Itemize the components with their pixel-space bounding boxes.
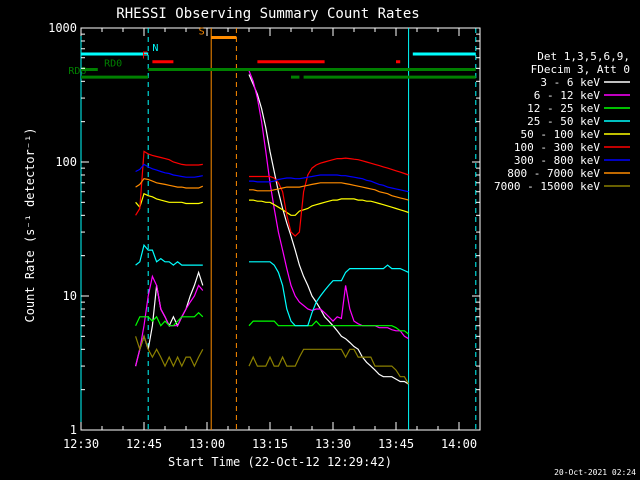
status-bar-label: RD0 [104,59,122,70]
x-tick-label: 13:00 [189,437,225,451]
status-bar-label: N [152,43,158,54]
legend: Det 1,3,5,6,9,FDecim 3, Att 03 - 6 keV6 … [494,50,630,193]
x-tick-label: 13:15 [252,437,288,451]
series-line [135,243,203,266]
series-line [135,311,204,327]
plot-area: N S F RD0 RD6 [68,26,481,431]
x-tick-label: 13:30 [315,437,351,451]
timestamp: 20-Oct-2021 02:24 [554,468,636,477]
y-tick-label: 1000 [48,21,77,35]
series-line [135,192,203,209]
y-tick-label: 100 [55,155,77,169]
legend-label: 7000 - 15000 keV [494,180,600,193]
series-line [249,174,409,193]
y-axis-label: Count Rate (s⁻¹ detector⁻¹) [23,127,37,322]
y-axis: 1 10 100 1000 [48,21,480,437]
series-line [249,261,409,327]
legend-header: FDecim 3, Att 0 [531,63,630,76]
legend-label: 25 - 50 keV [527,115,600,128]
series-line [249,157,409,237]
series-line [248,348,410,385]
status-bar-label: F [142,51,148,62]
series-line [135,334,204,368]
series-line [248,70,409,340]
legend-label: 3 - 6 keV [540,76,600,89]
series-line [135,163,203,178]
legend-label: 800 - 7000 keV [507,167,600,180]
series-line [135,178,204,189]
x-tick-label: 12:30 [63,437,99,451]
status-bar-label: S [199,26,205,37]
legend-label: 12 - 25 keV [527,102,600,115]
x-axis: 12:30 12:45 13:00 13:15 13:30 13:45 14:00 [63,28,481,451]
x-tick-label: 12:45 [126,437,162,451]
legend-label: 100 - 300 keV [514,141,600,154]
legend-label: 50 - 100 keV [521,128,601,141]
y-tick-label: 1 [70,423,77,437]
x-tick-label: 13:45 [378,437,414,451]
legend-header: Det 1,3,5,6,9, [537,50,630,63]
series-line [249,198,409,216]
series-line [248,320,409,335]
series-line [248,74,409,385]
status-bar-label: RD6 [68,66,86,77]
x-axis-label: Start Time (22-Oct-12 12:29:42) [168,455,392,469]
legend-label: 6 - 12 keV [534,89,601,102]
legend-label: 300 - 800 keV [514,154,600,167]
x-tick-label: 14:00 [441,437,477,451]
series-line [249,182,409,201]
series-line [135,150,203,216]
chart-title: RHESSI Observing Summary Count Rates [116,6,419,22]
y-tick-label: 10 [63,289,77,303]
